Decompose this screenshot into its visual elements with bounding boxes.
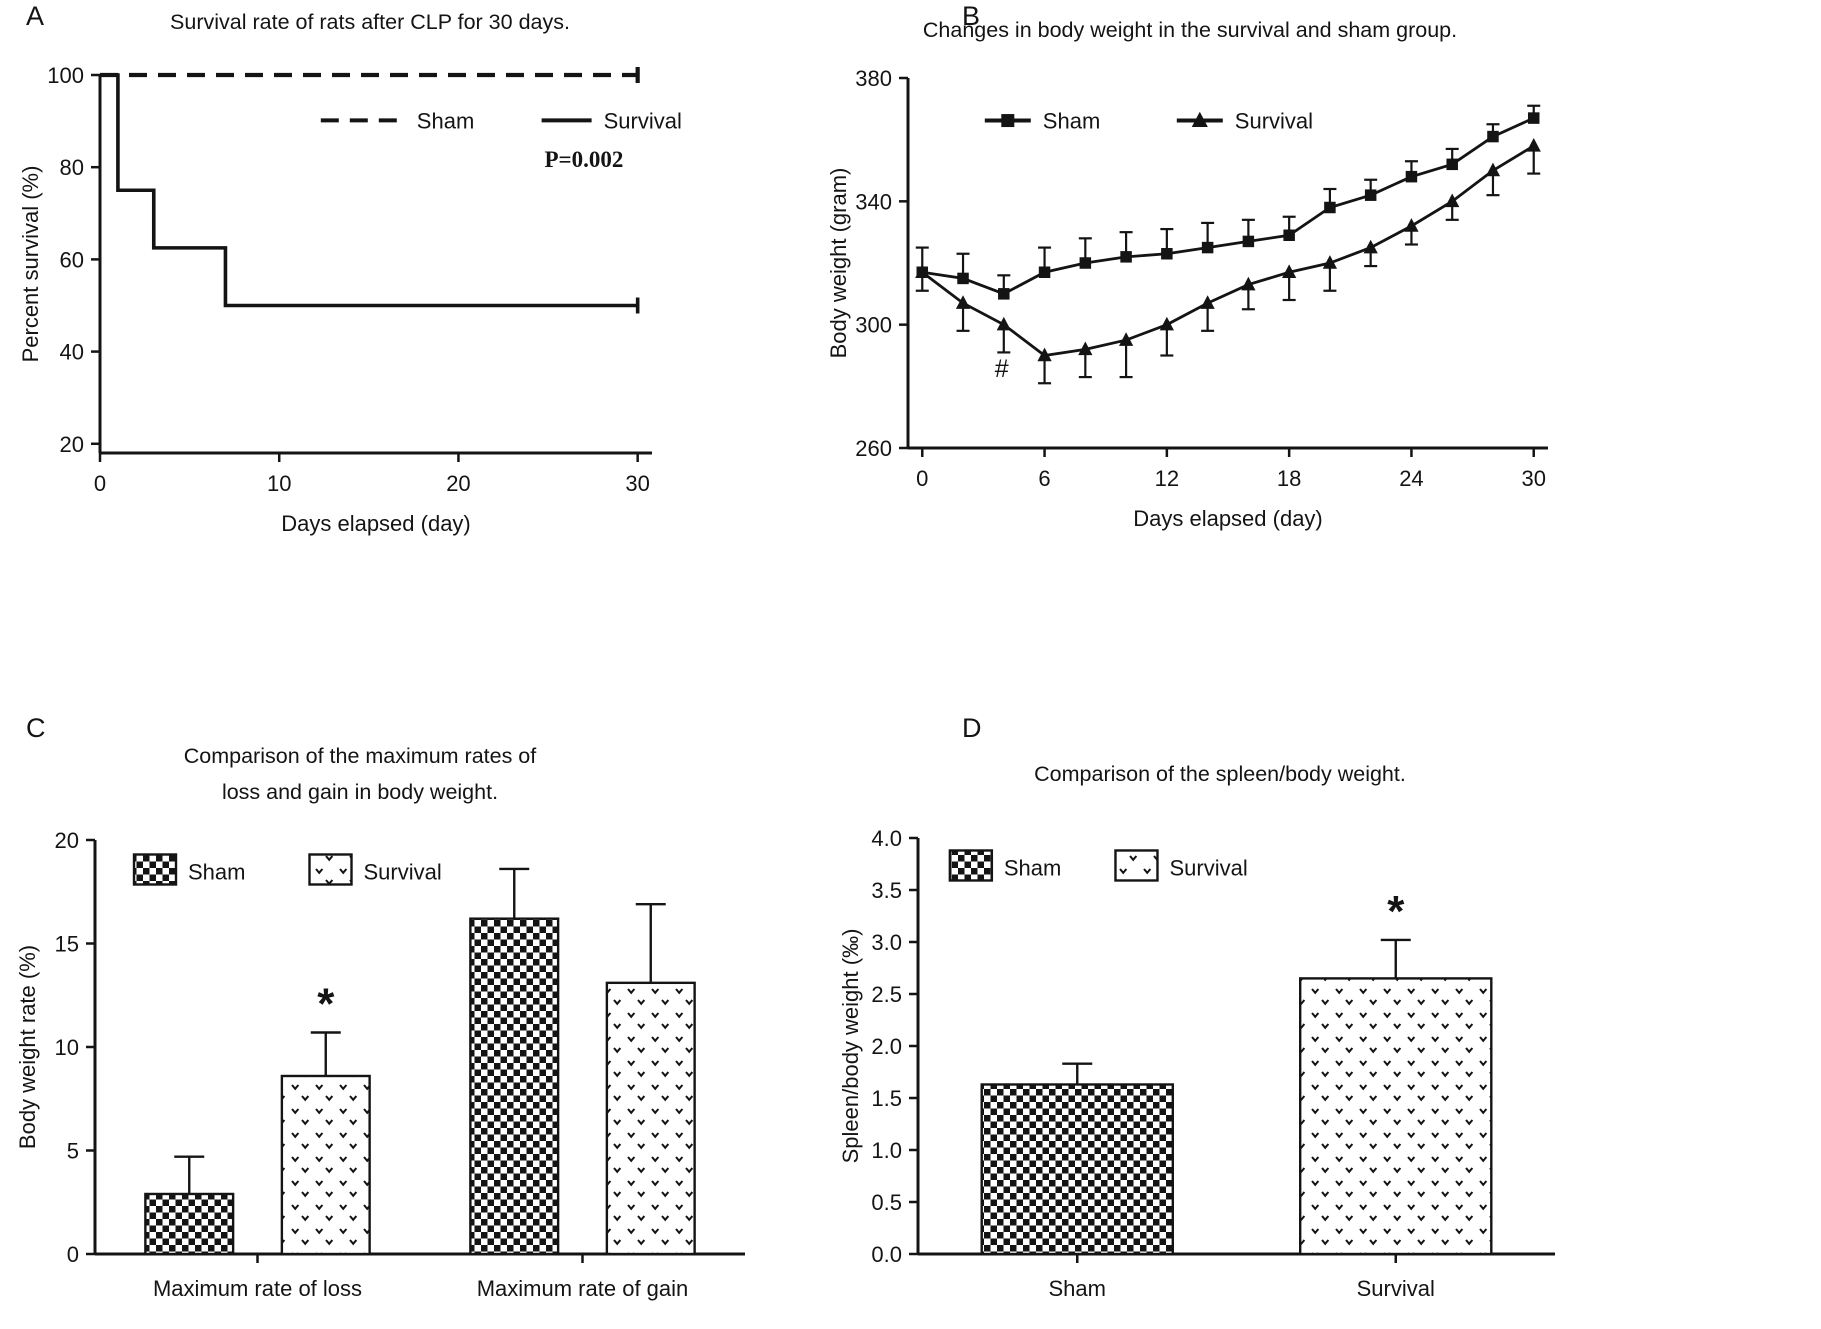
svg-text:15: 15 <box>55 932 79 957</box>
svg-text:10: 10 <box>267 471 291 496</box>
panel-c-title-line1: Comparison of the maximum rates of <box>183 744 537 768</box>
svg-text:Body weight (gram): Body weight (gram) <box>828 168 851 359</box>
svg-text:0.0: 0.0 <box>871 1242 902 1267</box>
svg-text:80: 80 <box>60 155 84 180</box>
svg-text:Sham: Sham <box>1004 855 1061 880</box>
svg-text:Sham: Sham <box>188 859 245 884</box>
svg-text:30: 30 <box>625 471 649 496</box>
svg-text:40: 40 <box>60 340 84 365</box>
svg-text:P=0.002: P=0.002 <box>544 147 623 172</box>
svg-text:Maximum rate of loss: Maximum rate of loss <box>153 1276 362 1301</box>
svg-text:Sham: Sham <box>1043 109 1100 134</box>
spleen-weight-bar-chart: 0.0 0.5 1.0 1.5 2.0 2.5 3.0 3.5 4.0 Sham * Survival… <box>838 826 1555 1301</box>
panel-d-letter: D <box>962 713 982 743</box>
svg-text:3.5: 3.5 <box>871 878 902 903</box>
panel-d-title: Comparison of the spleen/body weight. <box>1034 762 1406 786</box>
svg-text:*: * <box>317 980 335 1029</box>
survival-curve-chart: 20 40 60 80 100 0 10 20 30 Days elapsed (day) Perc… <box>18 63 682 536</box>
svg-text:10: 10 <box>55 1035 79 1060</box>
svg-text:4.0: 4.0 <box>871 826 902 851</box>
svg-text:0: 0 <box>67 1242 79 1267</box>
svg-text:300: 300 <box>855 313 892 338</box>
panel-b-letter: B <box>962 1 981 31</box>
svg-text:Body weight rate (%): Body weight rate (%) <box>15 945 40 1149</box>
panel-survival-rate: A Survival rate of rats after CLP for 30… <box>0 0 880 620</box>
svg-text:0.5: 0.5 <box>871 1190 902 1215</box>
panel-c-title-line2: loss and gain in body weight. <box>221 780 499 804</box>
svg-text:2.5: 2.5 <box>871 982 902 1007</box>
svg-text:Days elapsed (day): Days elapsed (day) <box>281 511 471 536</box>
svg-text:18: 18 <box>1277 466 1301 491</box>
svg-text:24: 24 <box>1399 466 1423 491</box>
svg-text:100: 100 <box>47 63 84 88</box>
svg-text:Percent survival (%): Percent survival (%) <box>18 166 43 363</box>
svg-text:1.0: 1.0 <box>871 1138 902 1163</box>
svg-text:Sham: Sham <box>417 108 474 133</box>
svg-text:1.5: 1.5 <box>871 1086 902 1111</box>
svg-text:260: 260 <box>855 436 892 461</box>
svg-text:60: 60 <box>60 247 84 272</box>
svg-text:Days elapsed (day): Days elapsed (day) <box>1133 506 1323 531</box>
svg-text:Survival: Survival <box>1235 109 1313 134</box>
panel-spleen-weight: D Comparison of the spleen/body weight. … <box>820 620 1821 1329</box>
svg-text:0: 0 <box>94 471 106 496</box>
panel-weight-rate: C Comparison of the maximum rates of los… <box>0 620 880 1329</box>
panel-a-title: Survival rate of rats after CLP for 30 d… <box>170 10 570 34</box>
svg-text:Sham: Sham <box>1049 1276 1106 1301</box>
weight-rate-bar-chart: 0 5 10 15 20 * Maximum rate of loss Maximum rat… <box>15 828 745 1301</box>
svg-text:Survival: Survival <box>364 859 442 884</box>
svg-text:6: 6 <box>1038 466 1050 491</box>
svg-text:2.0: 2.0 <box>871 1034 902 1059</box>
panel-c-letter: C <box>26 713 46 743</box>
svg-text:Maximum rate of gain: Maximum rate of gain <box>477 1276 689 1301</box>
svg-text:Spleen/body weight (‰): Spleen/body weight (‰) <box>838 929 863 1164</box>
svg-text:Survival: Survival <box>1169 855 1247 880</box>
body-weight-line-chart: 260 300 340 380 0 6 12 18 24 30 Days elapsed (day)… <box>828 66 1548 531</box>
panel-body-weight: B Changes in body weight in the survival… <box>820 0 1821 620</box>
svg-text:12: 12 <box>1155 466 1179 491</box>
svg-text:3.0: 3.0 <box>871 930 902 955</box>
svg-text:20: 20 <box>446 471 470 496</box>
svg-text:20: 20 <box>55 828 79 853</box>
svg-text:20: 20 <box>60 432 84 457</box>
svg-text:Survival: Survival <box>1357 1276 1435 1301</box>
svg-text:5: 5 <box>67 1139 79 1164</box>
panel-b-title: Changes in body weight in the survival a… <box>922 18 1458 42</box>
svg-text:30: 30 <box>1521 466 1545 491</box>
svg-text:340: 340 <box>855 189 892 214</box>
svg-text:#: # <box>995 355 1009 383</box>
svg-text:380: 380 <box>855 66 892 91</box>
svg-text:0: 0 <box>916 466 928 491</box>
svg-text:*: * <box>1387 887 1405 936</box>
svg-text:Survival: Survival <box>604 108 682 133</box>
panel-a-letter: A <box>26 1 45 31</box>
